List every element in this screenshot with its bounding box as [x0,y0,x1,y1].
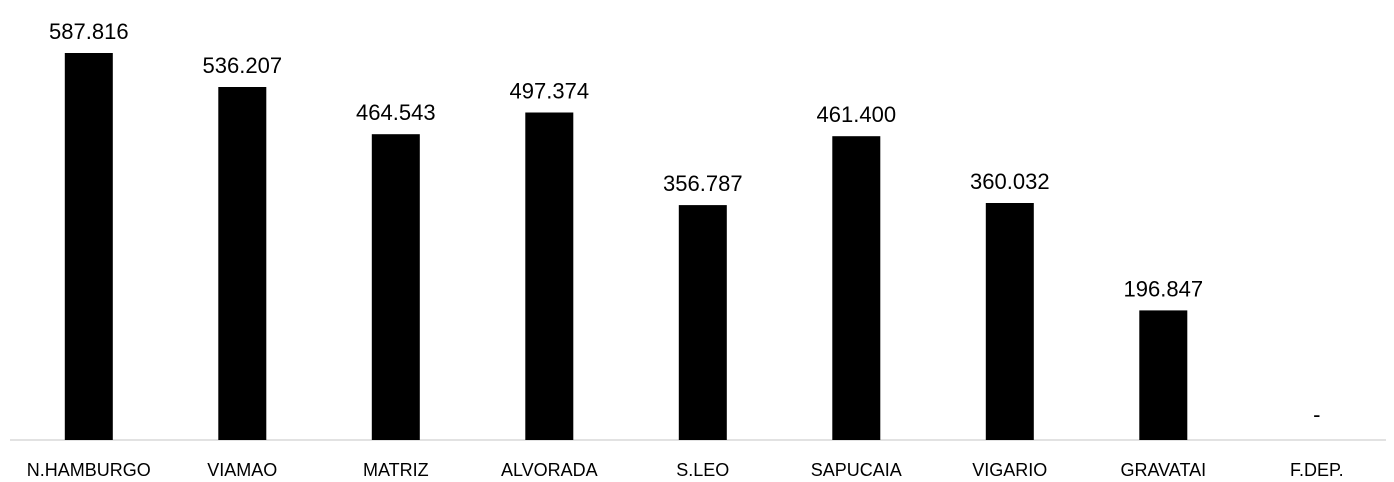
bar-sapucaia [832,136,881,440]
bar-s-leo [678,205,727,440]
value-labels-group: 587.816 536.207 464.543 497.374 356.787 461.4… [49,19,1320,427]
category-label: SAPUCAIA [811,460,902,480]
category-label: MATRIZ [363,460,429,480]
category-label: VIAMAO [207,460,277,480]
data-label: - [1313,402,1320,427]
category-label: GRAVATAI [1120,460,1206,480]
data-label: 497.374 [510,79,590,104]
bar-viamao [218,87,267,440]
bar-vigario [985,203,1034,440]
category-label: S.LEO [676,460,729,480]
bar-matriz [371,134,420,440]
bar-gravatai [1139,310,1188,440]
data-label: 356.787 [663,171,743,196]
data-label: 196.847 [1124,276,1204,301]
data-label: 360.032 [970,169,1050,194]
data-label: 464.543 [356,100,436,125]
bar-alvorada [525,112,574,440]
data-label: 536.207 [203,53,283,78]
category-label: VIGARIO [972,460,1047,480]
category-label: F.DEP. [1290,460,1344,480]
data-label: 461.400 [817,102,897,127]
bars-group [64,53,1188,440]
bar-n-hamburgo [64,53,113,440]
data-label: 587.816 [49,19,129,44]
category-label: N.HAMBURGO [27,460,151,480]
category-label: ALVORADA [501,460,598,480]
category-labels-group: N.HAMBURGO VIAMAO MATRIZ ALVORADA S.LEO SAPUC… [27,460,1344,480]
